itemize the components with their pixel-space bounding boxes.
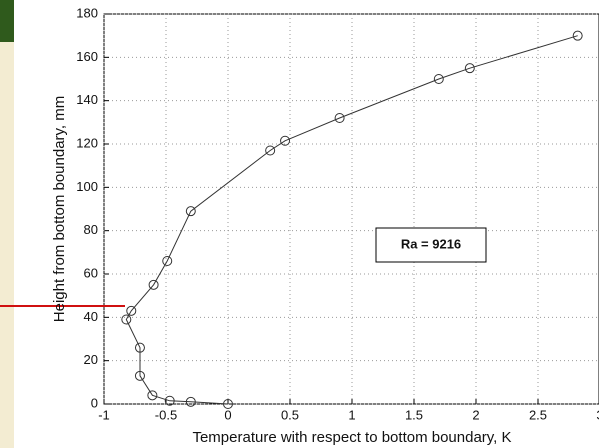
x-tick-label: 0.5 (281, 407, 299, 422)
point (185, 396, 196, 407)
y-tick-label: 140 (76, 92, 98, 107)
point (223, 399, 233, 409)
point (148, 279, 159, 290)
x-tick-label: 2.5 (529, 407, 547, 422)
x-tick-label: 2 (472, 407, 479, 422)
y-tick-label: 100 (76, 179, 98, 194)
x-tick-label: 3 (596, 407, 599, 422)
y-axis-label: Height from bottom boundary, mm (51, 96, 68, 322)
background-image (0, 0, 14, 42)
point (134, 370, 145, 381)
annotation: Ra = 9216 (401, 236, 461, 251)
y-tick-label: 20 (84, 352, 98, 367)
y-tick-label: 80 (84, 222, 98, 237)
point (334, 113, 345, 123)
point (280, 135, 291, 146)
x-tick-label: 1 (348, 407, 355, 422)
series-line (125, 35, 578, 405)
point (147, 390, 158, 401)
point (134, 342, 145, 353)
point (265, 145, 276, 156)
point (433, 74, 444, 84)
point (121, 314, 132, 325)
x-tick-label: -1 (98, 407, 110, 422)
annotation-box (375, 227, 487, 263)
x-tick-label: -0.5 (155, 407, 177, 422)
y-tick-label: 0 (91, 395, 98, 410)
x-axis-label: Temperature with respect to bottom bound… (192, 429, 511, 446)
y-tick-label: 40 (84, 309, 98, 324)
grid (103, 13, 599, 405)
y-tick-label: 180 (76, 5, 98, 20)
y-tick-label: 60 (84, 265, 98, 280)
x-tick-label: 1.5 (405, 407, 423, 422)
y-tick-label: 120 (76, 135, 98, 150)
point (126, 305, 137, 316)
plot-area (103, 13, 599, 405)
point (162, 256, 173, 266)
y-tick-label: 160 (76, 49, 98, 64)
point (464, 63, 475, 74)
point (164, 395, 175, 406)
x-tick-label: 0 (224, 407, 231, 422)
point (185, 206, 196, 217)
marks (121, 30, 583, 409)
point (572, 30, 583, 41)
